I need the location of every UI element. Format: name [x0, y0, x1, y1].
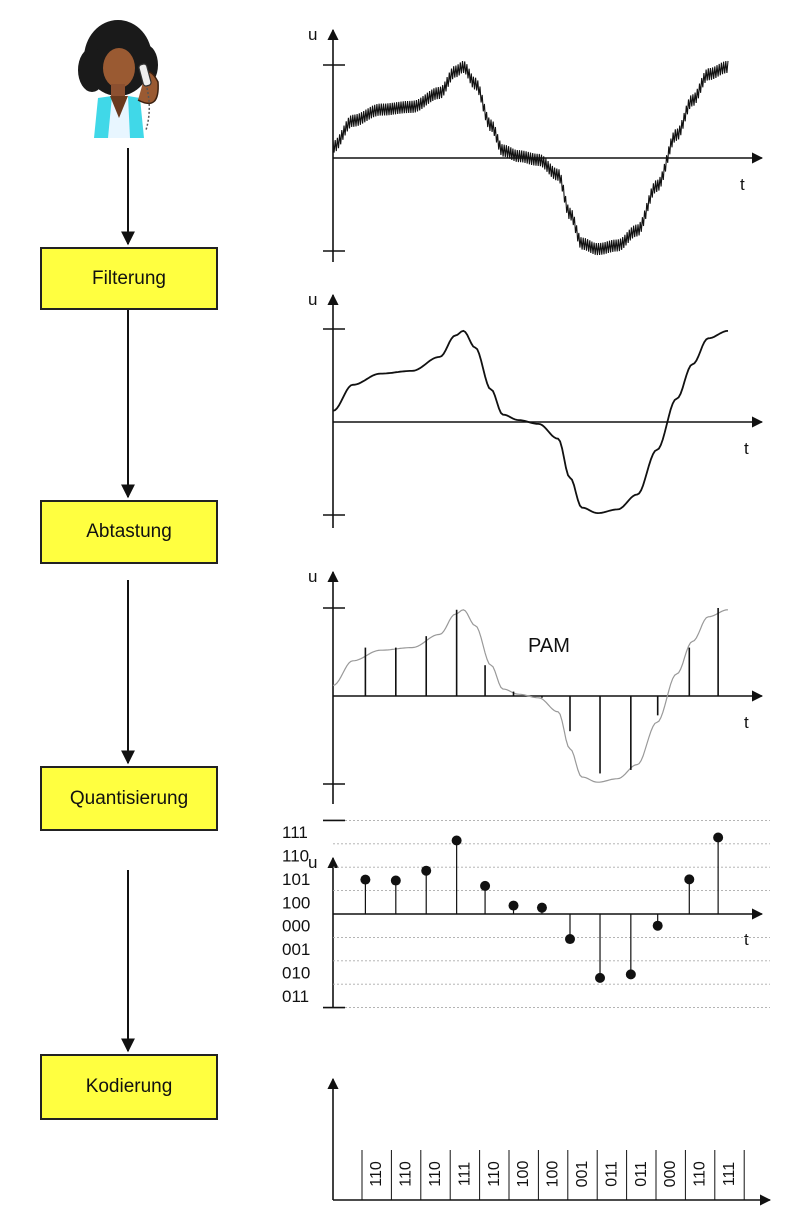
code-word-13: 111	[721, 1162, 738, 1186]
person-phone-icon	[78, 20, 159, 138]
code-word-3: 110	[427, 1161, 444, 1187]
quant-point-8	[565, 934, 575, 945]
t-label-quant: t	[744, 930, 749, 949]
level-label-001: 001	[282, 940, 310, 959]
code-word-5: 110	[486, 1161, 503, 1187]
code-word-6: 100	[515, 1161, 532, 1188]
level-label-111: 111	[282, 823, 308, 842]
filtered-signal-curve	[332, 329, 729, 515]
quant-point-4	[451, 835, 462, 846]
u-label-noisy: u	[308, 25, 317, 44]
quant-point-9	[595, 972, 606, 983]
t-label-noisy: t	[740, 175, 745, 194]
quant-point-2	[390, 875, 401, 886]
stage-filterung: Filterung	[40, 247, 218, 310]
t-label-filtered: t	[744, 439, 749, 458]
level-label-010: 010	[282, 964, 310, 983]
quant-point-1	[360, 874, 371, 885]
stage-kodierung: Kodierung	[40, 1054, 218, 1120]
quant-point-5	[480, 880, 491, 891]
level-label-011: 011	[282, 987, 309, 1006]
quant-point-12	[684, 874, 695, 885]
stage-quantisierung: Quantisierung	[40, 766, 218, 831]
code-word-1: 110	[368, 1161, 385, 1187]
u-label-pam: u	[308, 567, 317, 586]
code-word-11: 000	[662, 1161, 679, 1188]
level-label-100: 100	[282, 893, 310, 912]
code-word-2: 110	[398, 1161, 415, 1187]
code-word-10: 011	[633, 1161, 650, 1187]
level-label-101: 101	[282, 870, 310, 889]
quant-point-3	[421, 865, 432, 876]
stage-abtastung: Abtastung	[40, 500, 218, 564]
quant-point-10	[625, 969, 636, 980]
code-word-12: 110	[692, 1161, 709, 1187]
quant-point-7	[536, 902, 547, 913]
quant-point-6	[508, 900, 519, 911]
u-label-filtered: u	[308, 290, 317, 309]
t-label-pam: t	[744, 713, 749, 732]
u-label-quant: u	[308, 853, 317, 872]
level-label-110: 110	[282, 847, 309, 866]
quant-point-11	[652, 920, 663, 931]
code-word-4: 111	[456, 1162, 473, 1186]
level-label-000: 000	[282, 917, 310, 936]
noisy-signal-curve	[332, 60, 729, 256]
quant-point-13	[713, 832, 724, 843]
code-word-9: 011	[603, 1161, 620, 1187]
code-word-7: 100	[545, 1161, 562, 1188]
code-word-8: 001	[574, 1161, 591, 1188]
pam-envelope-curve	[332, 609, 729, 783]
pam-label: PAM	[528, 635, 570, 657]
